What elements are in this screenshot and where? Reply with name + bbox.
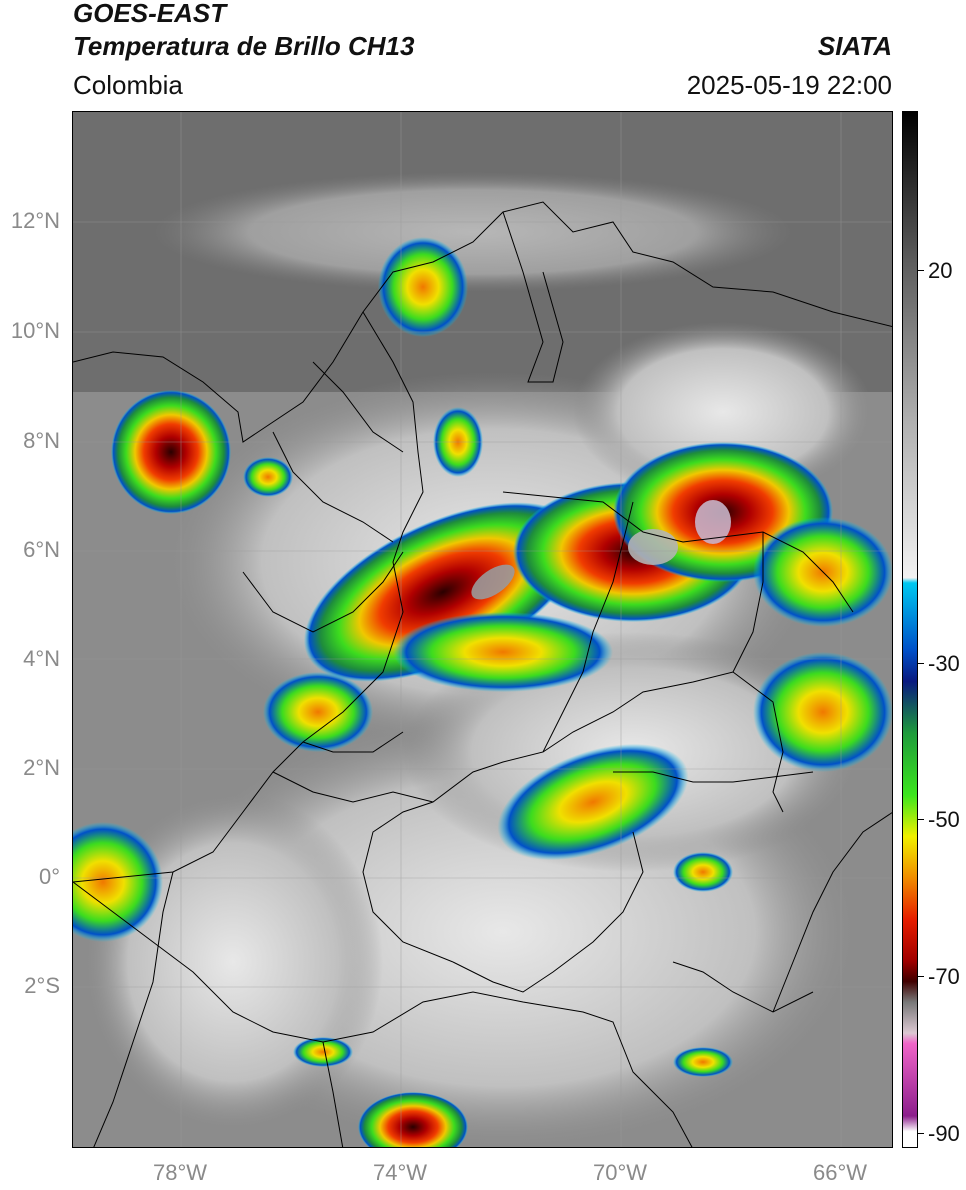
organization-label: SIATA	[817, 31, 892, 61]
lon-label-66w: 66°W	[812, 1160, 868, 1185]
colorbar-tick	[918, 270, 924, 271]
lon-label-70w: 70°W	[592, 1160, 648, 1185]
colorbar-tick	[918, 1133, 924, 1134]
lat-label-2s: 2°S	[24, 973, 60, 998]
datetime-label: 2025-05-19 22:00	[686, 70, 892, 100]
region-label: Colombia	[73, 70, 183, 100]
colorbar-label-20: 20	[928, 258, 953, 283]
colorbar-tick	[918, 663, 924, 664]
colorbar-tick	[918, 976, 924, 977]
satellite-map	[72, 111, 893, 1148]
colorbar-label-minus30: -30	[928, 651, 960, 676]
temperature-colorbar	[902, 111, 918, 1148]
lon-label-74w: 74°W	[372, 1160, 428, 1185]
colorbar-tick	[918, 819, 924, 820]
colorbar-label-minus70: -70	[928, 964, 960, 989]
lat-label-12n: 12°N	[10, 208, 60, 233]
lon-label-78w: 78°W	[152, 1160, 208, 1185]
colorbar-label-minus50: -50	[928, 807, 960, 832]
product-title: Temperatura de Brillo CH13	[73, 31, 415, 61]
lat-label-0: 0°	[38, 864, 60, 889]
lat-label-8n: 8°N	[23, 428, 60, 453]
satellite-title: GOES-EAST	[73, 0, 227, 28]
colorbar-label-minus90: -90	[928, 1121, 960, 1146]
lat-label-2n: 2°N	[23, 755, 60, 780]
lat-label-4n: 4°N	[23, 646, 60, 671]
lat-label-10n: 10°N	[10, 318, 60, 343]
lat-label-6n: 6°N	[23, 537, 60, 562]
